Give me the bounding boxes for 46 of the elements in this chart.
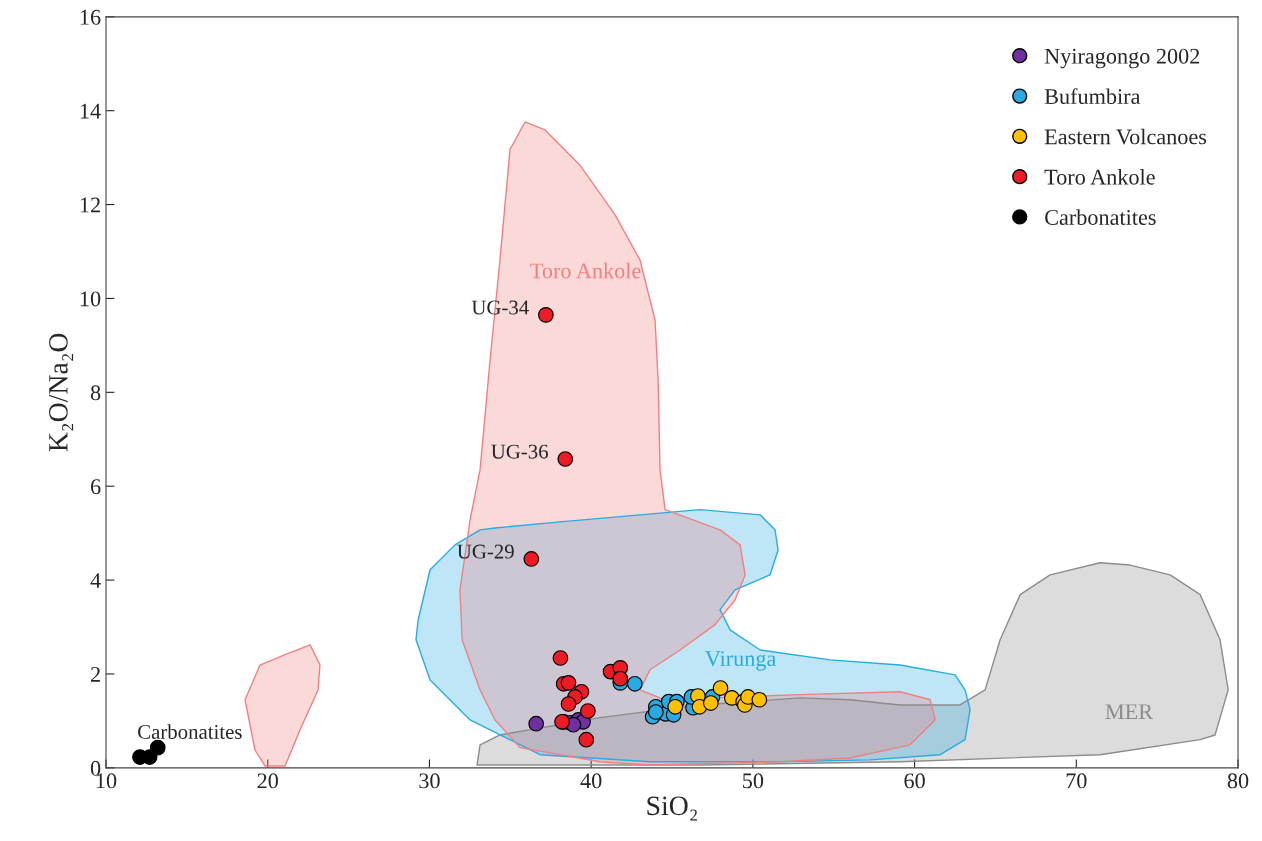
point bbox=[538, 307, 554, 323]
point bbox=[751, 691, 768, 708]
point bbox=[560, 696, 577, 712]
legend-label: Carbonatites bbox=[1045, 209, 1156, 225]
y-tick-label: 16 bbox=[80, 9, 101, 25]
y-tick-label: 2 bbox=[91, 666, 100, 682]
x-axis-title: SiO₂ bbox=[647, 796, 697, 821]
y-tick-label: 8 bbox=[90, 385, 101, 401]
y-tick-label: 14 bbox=[80, 103, 101, 119]
point bbox=[626, 675, 643, 692]
point bbox=[578, 731, 595, 748]
point bbox=[580, 703, 596, 719]
legend-label: Eastern Volcanoes bbox=[1044, 128, 1207, 145]
x-tick-label: 60 bbox=[904, 773, 925, 789]
x-tick-label: 80 bbox=[1227, 773, 1249, 789]
annotation: UG-29 bbox=[457, 544, 514, 559]
y-tick-label: 10 bbox=[80, 291, 101, 307]
series-label: Virunga bbox=[705, 651, 777, 671]
annotation: UG-34 bbox=[471, 300, 529, 315]
point bbox=[528, 715, 545, 732]
legend-label: Toro Ankole bbox=[1044, 168, 1155, 185]
legend-label: Bufumbira bbox=[1044, 88, 1141, 105]
series-label: Toro Ankole bbox=[530, 262, 641, 279]
y-tick-label: 6 bbox=[90, 479, 101, 495]
x-tick-label: 70 bbox=[1066, 773, 1087, 789]
point bbox=[648, 704, 664, 720]
point bbox=[557, 451, 574, 467]
y-tick-label: 4 bbox=[90, 573, 101, 588]
x-tick-label: 50 bbox=[743, 773, 764, 789]
legend-label: Nyiragongo 2002 bbox=[1044, 48, 1200, 69]
point bbox=[552, 650, 569, 666]
point bbox=[523, 551, 540, 567]
series-label: MER bbox=[1105, 704, 1154, 719]
point bbox=[560, 675, 577, 691]
x-tick-label: 30 bbox=[419, 773, 440, 789]
point bbox=[612, 670, 629, 687]
point bbox=[712, 680, 729, 696]
x-tick-label: 40 bbox=[580, 773, 602, 789]
point bbox=[149, 739, 166, 756]
annotation: UG-36 bbox=[491, 444, 548, 459]
y-tick-label: 12 bbox=[80, 197, 100, 213]
x-tick-label: 20 bbox=[257, 773, 278, 789]
y-axis-title: K₂O/Na₂O bbox=[49, 333, 74, 452]
point bbox=[702, 695, 719, 711]
annotation: Carbonatites bbox=[138, 724, 242, 739]
point bbox=[667, 698, 684, 715]
